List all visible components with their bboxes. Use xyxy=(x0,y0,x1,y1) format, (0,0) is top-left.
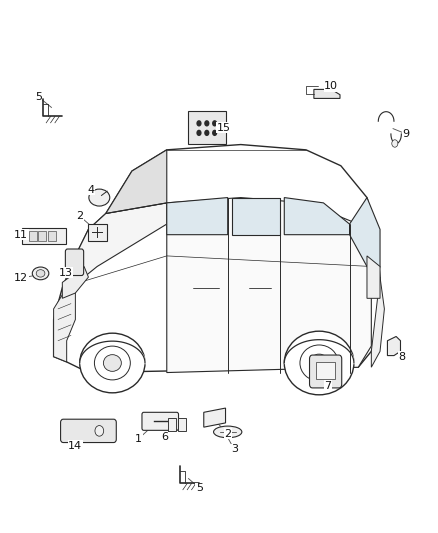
Text: 1: 1 xyxy=(135,434,142,444)
Text: 5: 5 xyxy=(35,92,42,102)
Ellipse shape xyxy=(310,354,328,372)
Text: 4: 4 xyxy=(87,184,94,195)
Text: 11: 11 xyxy=(14,230,28,240)
Bar xyxy=(48,231,56,240)
Ellipse shape xyxy=(103,354,121,372)
Text: 8: 8 xyxy=(398,352,405,361)
Polygon shape xyxy=(284,198,350,235)
Circle shape xyxy=(196,130,201,136)
FancyBboxPatch shape xyxy=(142,413,179,430)
Ellipse shape xyxy=(95,346,131,380)
Circle shape xyxy=(196,120,201,126)
Ellipse shape xyxy=(284,331,354,395)
Polygon shape xyxy=(75,203,167,277)
Polygon shape xyxy=(106,150,167,214)
Polygon shape xyxy=(367,256,380,298)
Text: 14: 14 xyxy=(68,441,82,451)
Circle shape xyxy=(95,425,104,436)
FancyBboxPatch shape xyxy=(316,362,335,379)
Polygon shape xyxy=(53,288,75,362)
FancyBboxPatch shape xyxy=(310,355,342,388)
Text: 13: 13 xyxy=(59,268,73,278)
Text: 3: 3 xyxy=(231,445,238,455)
Text: 5: 5 xyxy=(196,483,203,493)
Polygon shape xyxy=(388,336,400,356)
Text: 7: 7 xyxy=(324,381,332,391)
Ellipse shape xyxy=(300,345,338,381)
Text: 12: 12 xyxy=(14,273,28,283)
Text: 6: 6 xyxy=(161,432,168,442)
Bar xyxy=(38,231,46,240)
Circle shape xyxy=(204,130,209,136)
FancyBboxPatch shape xyxy=(22,228,66,244)
Polygon shape xyxy=(350,198,380,282)
Circle shape xyxy=(212,130,217,136)
FancyBboxPatch shape xyxy=(188,111,226,144)
Polygon shape xyxy=(53,144,380,373)
Polygon shape xyxy=(371,277,385,367)
Polygon shape xyxy=(167,198,228,235)
Text: 15: 15 xyxy=(216,123,230,133)
Ellipse shape xyxy=(89,189,110,206)
Polygon shape xyxy=(232,198,280,235)
Text: 10: 10 xyxy=(324,81,338,91)
Ellipse shape xyxy=(80,333,145,393)
Text: 2: 2 xyxy=(76,211,83,221)
Polygon shape xyxy=(204,408,226,427)
Bar xyxy=(88,223,107,240)
Circle shape xyxy=(204,120,209,126)
Ellipse shape xyxy=(32,267,49,280)
Ellipse shape xyxy=(36,270,45,277)
FancyBboxPatch shape xyxy=(65,249,84,276)
Polygon shape xyxy=(167,198,371,373)
Ellipse shape xyxy=(214,426,242,438)
Bar xyxy=(29,231,37,240)
Text: 9: 9 xyxy=(403,129,410,139)
Bar xyxy=(168,418,176,431)
Circle shape xyxy=(392,140,398,147)
FancyBboxPatch shape xyxy=(60,419,116,442)
Bar xyxy=(178,418,186,431)
Polygon shape xyxy=(314,90,340,99)
Circle shape xyxy=(212,120,217,126)
Text: 2: 2 xyxy=(224,429,231,439)
Polygon shape xyxy=(62,266,88,298)
